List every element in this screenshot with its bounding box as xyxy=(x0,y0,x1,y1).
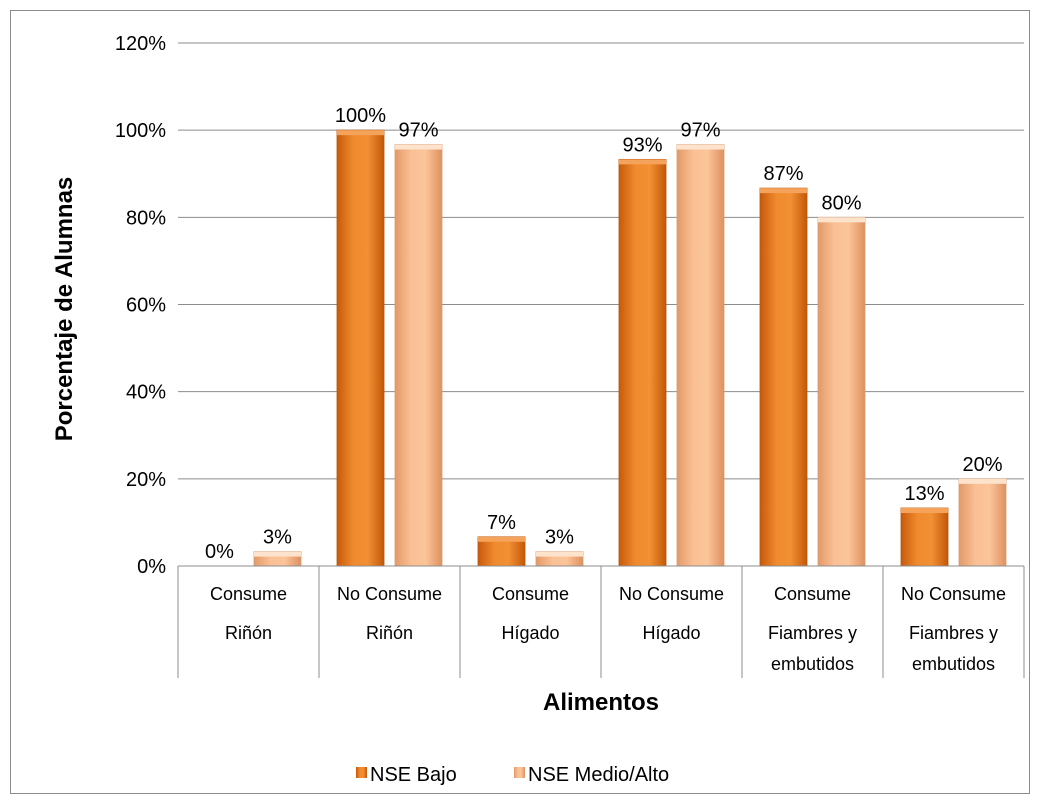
y-axis-ticks: 0% 20% 40% 60% 80% 100% 120% xyxy=(115,33,166,578)
y-tick-label: 100% xyxy=(115,120,166,142)
chart-area xyxy=(10,10,1030,794)
bar xyxy=(759,187,808,567)
category-label: No Consume xyxy=(337,584,442,604)
category-label: Hígado xyxy=(642,623,700,643)
bar xyxy=(394,144,443,567)
bars xyxy=(253,129,1007,567)
x-axis-title: Alimentos xyxy=(543,689,659,716)
bar-top-highlight xyxy=(959,478,1006,484)
gridlines xyxy=(178,42,1024,567)
bar xyxy=(676,144,725,567)
bar-top-highlight xyxy=(818,217,865,223)
bar xyxy=(618,158,667,567)
data-labels: 0% 100% 7% 93% 87% 13% 3% 97% 3% 97% 80% 20% xyxy=(205,105,1003,563)
bar xyxy=(817,216,866,567)
bar-top-highlight xyxy=(337,130,384,136)
data-label: 80% xyxy=(821,192,861,214)
category-label: Consume xyxy=(774,584,851,604)
bar-top-highlight xyxy=(760,188,807,194)
category-label: Fiambres y xyxy=(909,623,998,643)
y-tick-label: 80% xyxy=(126,207,166,229)
category-label: Consume xyxy=(492,584,569,604)
category-label: Riñón xyxy=(225,623,272,643)
bar xyxy=(900,507,949,567)
legend: NSE Bajo NSE Medio/Alto xyxy=(356,764,669,786)
data-label: 3% xyxy=(263,527,292,549)
category-label: Hígado xyxy=(501,623,559,643)
bar-top-highlight xyxy=(677,144,724,150)
data-label: 20% xyxy=(962,454,1002,476)
y-axis-title: Porcentaje de Alumnas xyxy=(51,177,78,442)
y-tick-label: 40% xyxy=(126,382,166,404)
bar xyxy=(958,478,1007,567)
bar-top-highlight xyxy=(478,536,525,542)
bar xyxy=(336,129,385,567)
legend-label: NSE Medio/Alto xyxy=(528,764,669,786)
category-label: Consume xyxy=(210,584,287,604)
bar-top-highlight xyxy=(254,551,301,557)
data-label: 0% xyxy=(205,541,234,563)
bar-top-highlight xyxy=(901,508,948,514)
category-table: Consume Riñón No Consume Riñón Consume Hígado… xyxy=(177,565,1025,678)
category-label: Riñón xyxy=(366,623,413,643)
bar-top-highlight xyxy=(536,551,583,557)
category-label: No Consume xyxy=(901,584,1006,604)
y-tick-label: 60% xyxy=(126,295,166,317)
data-label: 97% xyxy=(398,120,438,142)
legend-swatch xyxy=(356,767,367,778)
legend-swatch xyxy=(514,767,525,778)
data-label: 87% xyxy=(763,163,803,185)
category-label: No Consume xyxy=(619,584,724,604)
y-tick-label: 20% xyxy=(126,469,166,491)
bar-top-highlight xyxy=(395,144,442,150)
data-label: 7% xyxy=(487,512,516,534)
category-label: embutidos xyxy=(912,654,995,674)
data-label: 100% xyxy=(335,105,386,127)
data-label: 13% xyxy=(904,483,944,505)
bar-top-highlight xyxy=(619,159,666,165)
data-label: 3% xyxy=(545,527,574,549)
category-label: embutidos xyxy=(771,654,854,674)
data-label: 93% xyxy=(622,134,662,156)
data-label: 97% xyxy=(680,120,720,142)
y-tick-label: 120% xyxy=(115,33,166,55)
legend-label: NSE Bajo xyxy=(370,764,457,786)
category-label: Fiambres y xyxy=(768,623,857,643)
y-tick-label: 0% xyxy=(137,556,166,578)
